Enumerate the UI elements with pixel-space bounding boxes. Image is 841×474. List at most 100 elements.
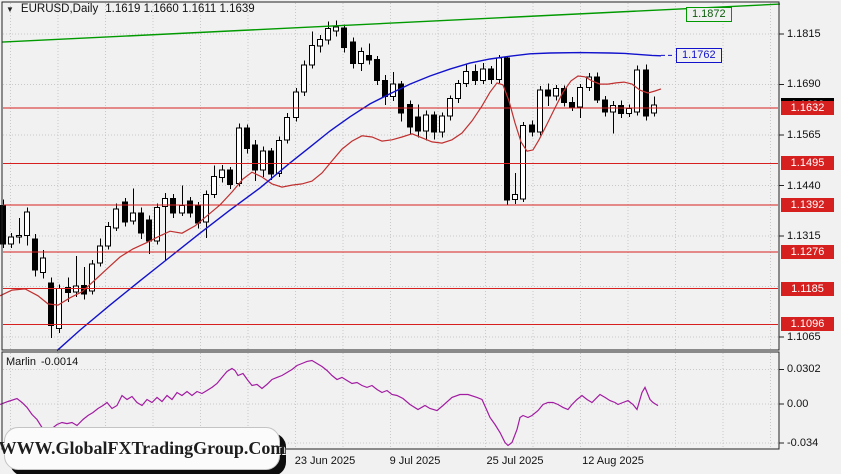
bear-candle bbox=[138, 212, 144, 234]
ohlc-quote-label: 1.1619 1.1660 1.1611 1.1639 bbox=[105, 3, 255, 15]
date-tick-label: 9 Jul 2025 bbox=[389, 455, 441, 467]
level-price-box: 1.1096 bbox=[781, 317, 834, 331]
bull-candle bbox=[179, 204, 185, 214]
bull-candle bbox=[317, 38, 323, 47]
price-tick-label: 1.1815 bbox=[787, 28, 821, 40]
bear-candle bbox=[472, 71, 478, 81]
trendline-price-label: 1.1872 bbox=[686, 7, 732, 22]
bull-candle bbox=[293, 91, 299, 119]
bear-candle bbox=[170, 197, 176, 214]
bull-candle bbox=[284, 117, 290, 141]
bull-candle bbox=[439, 115, 445, 133]
symbol-dropdown-icon[interactable]: ▼ bbox=[6, 4, 14, 14]
date-tick-label: 12 Aug 2025 bbox=[582, 455, 644, 467]
bear-candle bbox=[341, 27, 347, 48]
indicator-value: -0.0014 bbox=[40, 356, 79, 368]
watermark-badge: WWW.GlobalFXTradingGroup.Com bbox=[0, 427, 285, 470]
bull-candle bbox=[219, 169, 225, 178]
support-resistance-lines[interactable] bbox=[3, 107, 778, 325]
candlesticks bbox=[0, 20, 657, 339]
bear-candle bbox=[195, 205, 201, 224]
bull-candle bbox=[276, 139, 282, 174]
bear-candle bbox=[569, 102, 575, 108]
indicator-tick-label: 0.00 bbox=[787, 398, 809, 410]
bear-candle bbox=[32, 238, 38, 271]
bull-candle bbox=[537, 89, 543, 133]
bear-candle bbox=[366, 54, 372, 61]
bull-candle bbox=[89, 263, 95, 292]
bull-candle bbox=[130, 212, 136, 222]
price-tick-label: 1.1315 bbox=[787, 230, 821, 242]
bull-candle bbox=[455, 83, 461, 100]
bull-candle bbox=[113, 208, 119, 229]
bear-candle bbox=[268, 150, 274, 175]
indicator-pane-border bbox=[1, 351, 780, 450]
bear-candle bbox=[594, 76, 600, 101]
bull-candle bbox=[301, 64, 307, 93]
indicator-tick-label: -0.034 bbox=[787, 437, 819, 449]
level-price-box: 1.1392 bbox=[781, 198, 834, 212]
bear-candle bbox=[227, 169, 233, 186]
bear-candle bbox=[545, 89, 551, 97]
bull-candle bbox=[463, 71, 469, 85]
level-price-box: 1.1495 bbox=[781, 156, 834, 170]
price-tick-label: 1.1690 bbox=[787, 78, 821, 90]
bear-candle bbox=[382, 80, 388, 98]
bull-candle bbox=[24, 211, 30, 237]
bull-candle bbox=[577, 86, 583, 108]
bear-candle bbox=[252, 144, 258, 171]
bull-candle bbox=[520, 125, 526, 200]
ma-end-price-label: 1.1762 bbox=[676, 48, 722, 63]
price-pane-border bbox=[1, 1, 780, 351]
bull-candle bbox=[105, 226, 111, 247]
bull-candle bbox=[358, 50, 364, 65]
bull-candle bbox=[211, 176, 217, 195]
bear-candle bbox=[187, 200, 193, 214]
bear-candle bbox=[398, 83, 404, 114]
bear-candle bbox=[407, 104, 413, 128]
bear-candle bbox=[146, 219, 152, 242]
watermark-text: WWW.GlobalFXTradingGroup.Com bbox=[0, 438, 286, 458]
level-price-box: 1.1276 bbox=[781, 245, 834, 259]
bear-candle bbox=[504, 57, 510, 201]
level-price-box: 1.1632 bbox=[781, 101, 834, 115]
marlin-line bbox=[0, 359, 659, 447]
bull-candle bbox=[496, 57, 502, 81]
price-tick-label: 1.1065 bbox=[787, 331, 821, 343]
date-tick-label: 23 Jun 2025 bbox=[294, 455, 356, 467]
bull-candle bbox=[333, 26, 339, 32]
bull-candle bbox=[154, 207, 160, 242]
bull-candle bbox=[40, 257, 46, 274]
bear-candle bbox=[0, 205, 6, 245]
bull-candle bbox=[423, 114, 429, 132]
bear-candle bbox=[431, 114, 437, 133]
bull-candle bbox=[586, 76, 592, 88]
bull-candle bbox=[97, 245, 103, 264]
bull-candle bbox=[447, 98, 453, 117]
symbol-period-label: EURUSD,Daily bbox=[20, 3, 99, 15]
indicator-title: Marlin -0.0014 bbox=[6, 356, 78, 368]
date-tick-label: 25 Jul 2025 bbox=[486, 455, 544, 467]
bull-candle bbox=[203, 193, 209, 223]
bull-candle bbox=[610, 105, 616, 113]
trendline-green[interactable] bbox=[1, 3, 781, 43]
price-tick-label: 1.1565 bbox=[787, 129, 821, 141]
bear-candle bbox=[529, 124, 535, 133]
ma-red-line bbox=[0, 75, 662, 306]
bull-candle bbox=[73, 285, 79, 293]
bear-candle bbox=[374, 59, 380, 81]
bull-candle bbox=[480, 68, 486, 81]
bull-candle bbox=[56, 288, 62, 329]
price-tick-label: 1.1440 bbox=[787, 180, 821, 192]
bear-candle bbox=[350, 41, 356, 64]
grid-lines bbox=[3, 3, 778, 448]
bull-candle bbox=[626, 107, 632, 115]
bull-candle bbox=[325, 28, 331, 41]
bear-candle bbox=[488, 68, 494, 81]
bull-candle bbox=[309, 45, 315, 66]
chart-title-bar: ▼ EURUSD,Daily 1.1619 1.1660 1.1611 1.16… bbox=[6, 3, 255, 15]
bull-candle bbox=[260, 150, 266, 171]
level-price-box: 1.1185 bbox=[781, 282, 834, 296]
